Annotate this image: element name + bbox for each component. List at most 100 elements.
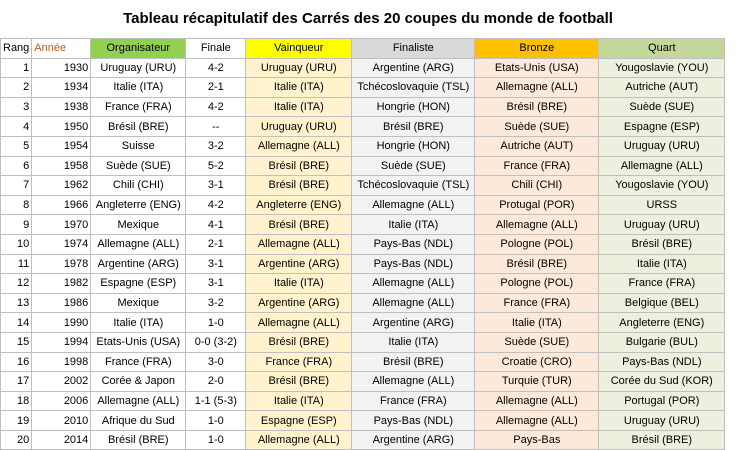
cell-finale: 2-1	[185, 233, 247, 255]
cell-organisateur: Corée & Japon	[90, 371, 187, 392]
header-finaliste: Finaliste	[351, 38, 476, 59]
cell-quart: France (FRA)	[598, 273, 726, 294]
table-row: 13 1986 Mexique 3-2 Argentine (ARG) Allemagne…	[0, 292, 726, 314]
cell-vainqueur: Brésil (BRE)	[245, 175, 353, 196]
header-finale: Finale	[185, 38, 247, 59]
cell-annee: 1998	[31, 351, 92, 373]
cell-vainqueur: Angleterre (ENG)	[245, 194, 353, 216]
cell-vainqueur: Italie (ITA)	[245, 77, 353, 98]
cell-bronze: Brésil (BRE)	[474, 253, 600, 275]
cell-finaliste: Suède (SUE)	[351, 155, 476, 177]
cell-finale: 2-0	[185, 371, 247, 392]
header-quart: Quart	[598, 38, 726, 59]
cell-finale: 2-1	[185, 77, 247, 98]
cell-annee: 1990	[31, 312, 92, 333]
table-row: 1 1930 Uruguay (URU) 4-2 Uruguay (URU) Argent…	[0, 57, 726, 79]
cell-rang: 12	[0, 273, 33, 294]
cell-rang: 5	[0, 135, 33, 157]
cell-bronze: France (FRA)	[474, 292, 600, 314]
cell-annee: 1954	[31, 135, 92, 157]
cell-vainqueur: Brésil (BRE)	[245, 214, 353, 235]
cell-vainqueur: Allemagne (ALL)	[245, 233, 353, 255]
cell-vainqueur: Italie (ITA)	[245, 273, 353, 294]
header-vainqueur: Vainqueur	[245, 38, 353, 59]
cell-rang: 19	[0, 410, 33, 431]
cell-organisateur: Suisse	[90, 135, 187, 157]
cell-organisateur: France (FRA)	[90, 351, 187, 373]
cell-bronze: Allemagne (ALL)	[474, 214, 600, 235]
cell-finale: 1-0	[185, 429, 247, 450]
cell-finaliste: Brésil (BRE)	[351, 116, 476, 137]
cell-annee: 1994	[31, 331, 92, 353]
cell-annee: 1950	[31, 116, 92, 137]
cell-annee: 1934	[31, 77, 92, 98]
table-row: 17 2002 Corée & Japon 2-0 Brésil (BRE) Allema…	[0, 371, 726, 392]
table-row: 15 1994 Etats-Unis (USA) 0-0 (3-2) Brésil (B…	[0, 331, 726, 353]
cell-rang: 14	[0, 312, 33, 333]
cell-quart: Yougoslavie (YOU)	[598, 57, 726, 79]
cell-finaliste: Argentine (ARG)	[351, 429, 476, 450]
cell-vainqueur: Allemagne (ALL)	[245, 312, 353, 333]
cell-finale: 3-1	[185, 175, 247, 196]
cell-quart: Espagne (ESP)	[598, 116, 726, 137]
cell-finaliste: Brésil (BRE)	[351, 351, 476, 373]
cell-finaliste: Allemagne (ALL)	[351, 292, 476, 314]
cell-bronze: Croatie (CRO)	[474, 351, 600, 373]
table-row: 20 2014 Brésil (BRE) 1-0 Allemagne (ALL) Arge…	[0, 429, 726, 450]
cell-finale: 4-1	[185, 214, 247, 235]
cell-finale: 1-1 (5-3)	[185, 390, 247, 412]
header-rang: Rang	[0, 38, 33, 59]
cell-bronze: Chili (CHI)	[474, 175, 600, 196]
cell-finale: 3-2	[185, 135, 247, 157]
table-row: 10 1974 Allemagne (ALL) 2-1 Allemagne (ALL) P…	[0, 233, 726, 255]
cell-annee: 1978	[31, 253, 92, 275]
cell-annee: 1962	[31, 175, 92, 196]
cell-quart: Angleterre (ENG)	[598, 312, 726, 333]
cell-finale: 0-0 (3-2)	[185, 331, 247, 353]
cell-quart: Belgique (BEL)	[598, 292, 726, 314]
cell-rang: 15	[0, 331, 33, 353]
cell-bronze: Pologne (POL)	[474, 273, 600, 294]
table-row: 2 1934 Italie (ITA) 2-1 Italie (ITA) Tchécosl…	[0, 77, 726, 98]
cell-annee: 1982	[31, 273, 92, 294]
cell-vainqueur: Italie (ITA)	[245, 96, 353, 118]
cell-bronze: Pologne (POL)	[474, 233, 600, 255]
table-row: 14 1990 Italie (ITA) 1-0 Allemagne (ALL) Arge…	[0, 312, 726, 333]
cell-organisateur: Afrique du Sud	[90, 410, 187, 431]
cell-organisateur: Chili (CHI)	[90, 175, 187, 196]
cell-bronze: Suède (SUE)	[474, 331, 600, 353]
cell-organisateur: France (FRA)	[90, 96, 187, 118]
cell-quart: Portugal (POR)	[598, 390, 726, 412]
cell-rang: 2	[0, 77, 33, 98]
world-cup-table: Rang Année Organisateur Finale Vainqueur…	[0, 38, 726, 450]
cell-vainqueur: Espagne (ESP)	[245, 410, 353, 431]
cell-rang: 11	[0, 253, 33, 275]
table-row: 6 1958 Suède (SUE) 5-2 Brésil (BRE) Suède (SU…	[0, 155, 726, 177]
cell-finale: 3-1	[185, 253, 247, 275]
cell-annee: 1974	[31, 233, 92, 255]
cell-finale: --	[185, 116, 247, 137]
cell-quart: Brésil (BRE)	[598, 233, 726, 255]
cell-vainqueur: Uruguay (URU)	[245, 57, 353, 79]
cell-finaliste: Hongrie (HON)	[351, 96, 476, 118]
header-row: Rang Année Organisateur Finale Vainqueur…	[0, 38, 726, 59]
cell-bronze: Pays-Bas	[474, 429, 600, 450]
cell-organisateur: Allemagne (ALL)	[90, 390, 187, 412]
cell-organisateur: Mexique	[90, 214, 187, 235]
cell-finaliste: Allemagne (ALL)	[351, 371, 476, 392]
cell-organisateur: Italie (ITA)	[90, 77, 187, 98]
cell-quart: Autriche (AUT)	[598, 77, 726, 98]
cell-bronze: Turquie (TUR)	[474, 371, 600, 392]
cell-vainqueur: Uruguay (URU)	[245, 116, 353, 137]
cell-organisateur: Italie (ITA)	[90, 312, 187, 333]
cell-vainqueur: Argentine (ARG)	[245, 292, 353, 314]
cell-annee: 2014	[31, 429, 92, 450]
cell-annee: 1938	[31, 96, 92, 118]
cell-finaliste: Argentine (ARG)	[351, 57, 476, 79]
cell-organisateur: Etats-Unis (USA)	[90, 331, 187, 353]
table-row: 18 2006 Allemagne (ALL) 1-1 (5-3) Italie (IT…	[0, 390, 726, 412]
cell-annee: 2010	[31, 410, 92, 431]
cell-quart: Uruguay (URU)	[598, 410, 726, 431]
cell-vainqueur: Allemagne (ALL)	[245, 135, 353, 157]
cell-organisateur: Brésil (BRE)	[90, 116, 187, 137]
